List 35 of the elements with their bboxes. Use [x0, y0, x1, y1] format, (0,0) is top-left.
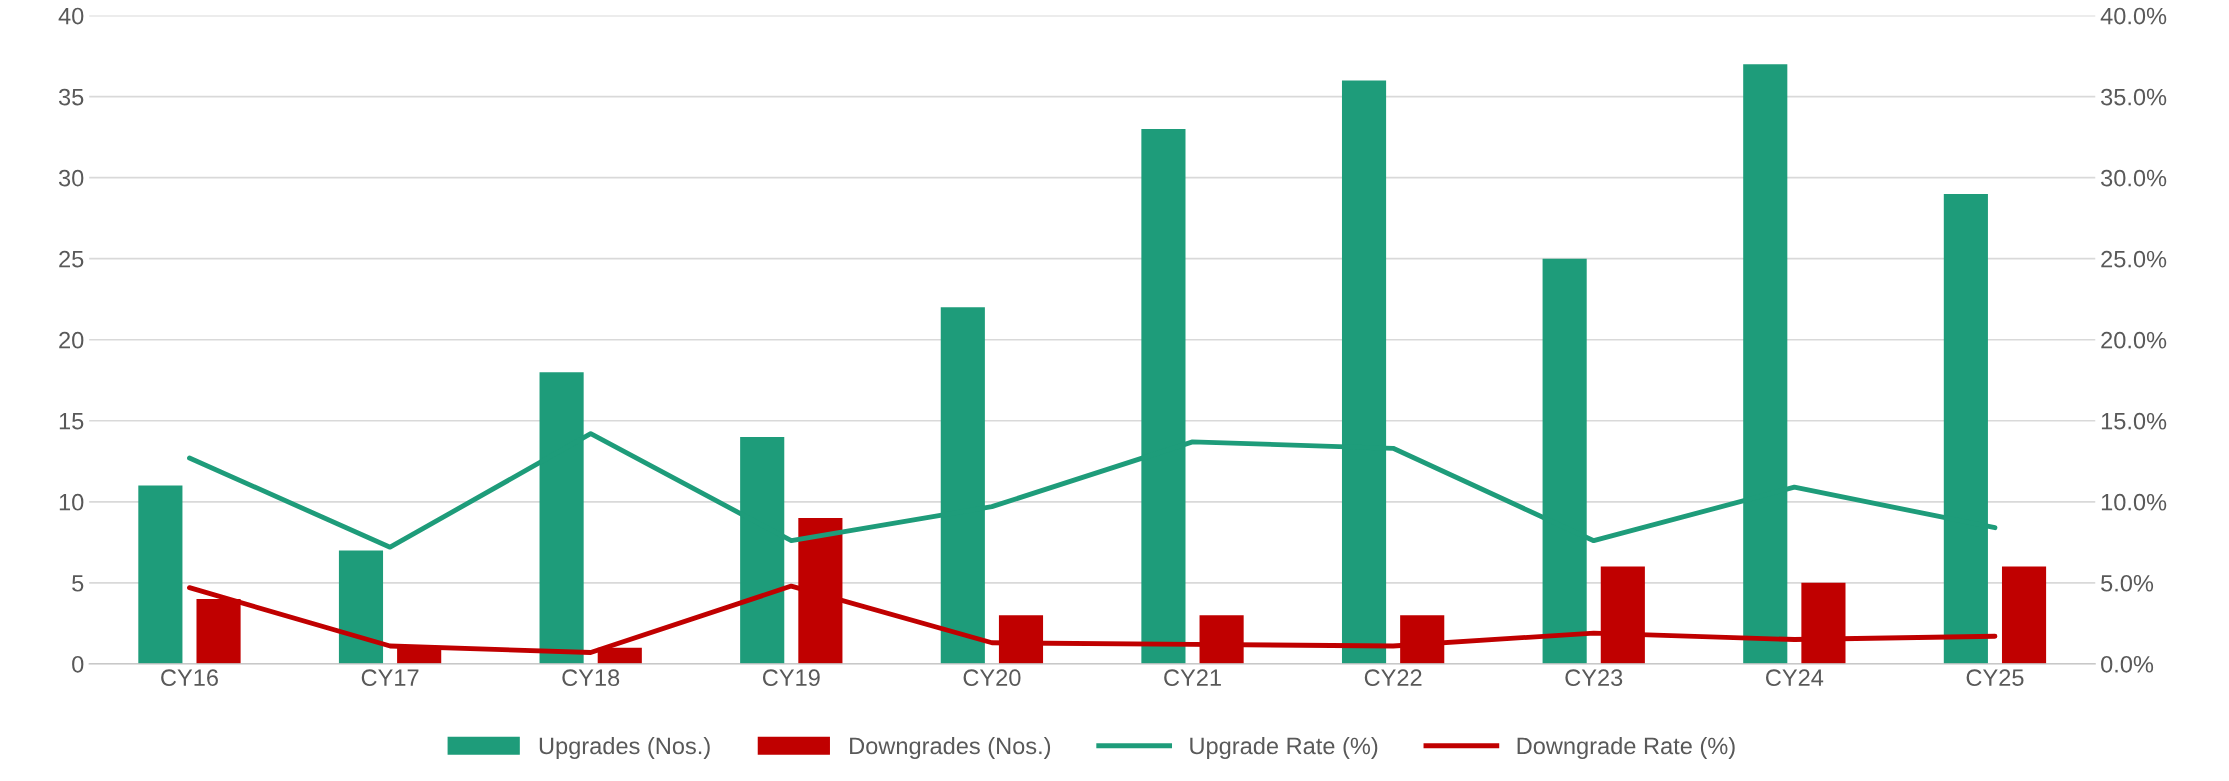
y2-tick-label: 0.0%: [2101, 655, 2154, 673]
y2-tick-label: 30.0%: [2101, 169, 2167, 187]
x-tick-label: CY21: [1164, 669, 1221, 687]
y-tick-label: 20: [59, 331, 84, 349]
y-tick-label: 5: [72, 575, 84, 592]
y2-tick-label: 40.0%: [2100, 7, 2167, 25]
y2-tick-label: 35.0%: [2101, 88, 2167, 106]
y-tick-label: 25: [59, 250, 84, 268]
legend-label: Downgrade Rate (%): [1517, 736, 1735, 759]
legend-label: Upgrade Rate (%): [1190, 736, 1378, 759]
x-tick-label: CY23: [1565, 669, 1623, 687]
y2-tick-label: 20.0%: [2101, 331, 2167, 349]
bar: [138, 485, 183, 664]
legend-label: Downgrades (Nos.): [850, 736, 1051, 759]
x-tick-label: CY22: [1364, 669, 1422, 687]
x-tick-label: CY24: [1766, 669, 1824, 687]
y2-tick-label: 25.0%: [2101, 250, 2167, 268]
x-tick-label: CY19: [762, 669, 820, 687]
y-tick-label: 10: [59, 493, 84, 511]
y-tick-label: 15: [59, 413, 84, 430]
bar: [2001, 566, 2047, 664]
x-tick-label: CY16: [161, 669, 218, 687]
y-tick-label: 35: [58, 88, 84, 106]
x-tick-label: CY17: [361, 669, 419, 687]
x-tick-label: CY20: [963, 669, 1021, 687]
x-tick-label: CY25: [1966, 669, 2024, 687]
y-tick-label: 40: [58, 7, 84, 25]
y2-tick-label: 5.0%: [2101, 574, 2154, 592]
bar: [338, 550, 384, 664]
y2-tick-label: 10.0%: [2101, 493, 2167, 511]
x-tick-label: CY18: [562, 669, 620, 687]
y2-tick-label: 15.0%: [2101, 412, 2167, 430]
legend-label: Upgrades (Nos.): [539, 736, 710, 759]
y-tick-label: 0: [72, 655, 84, 673]
y-tick-label: 30: [58, 169, 84, 187]
